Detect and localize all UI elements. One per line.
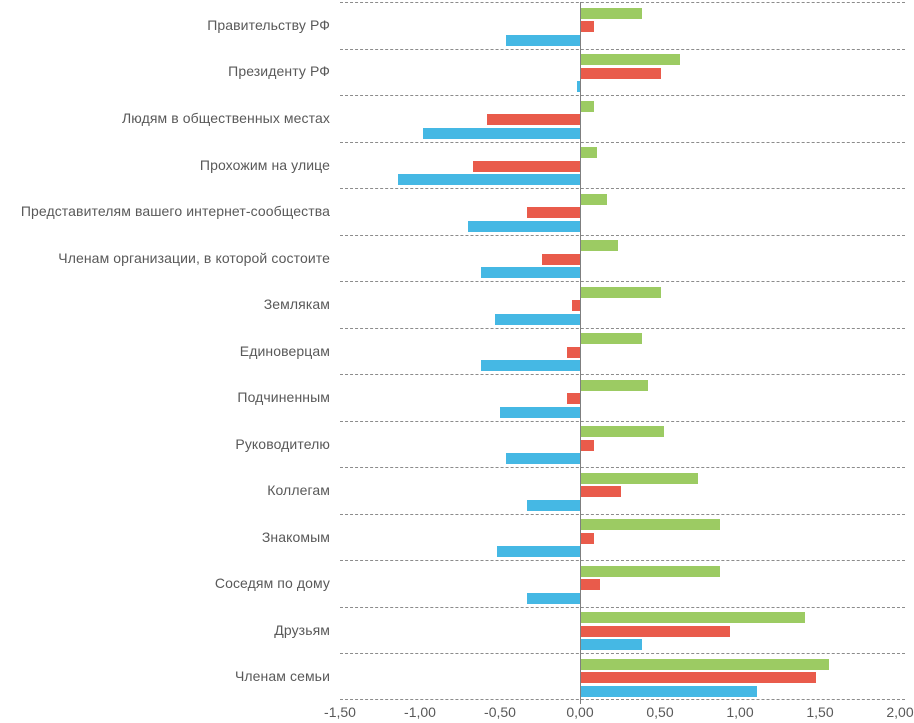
- bar-series-green-11: [581, 519, 721, 531]
- gridline-row: [340, 48, 905, 96]
- bar-series-blue-1: [576, 81, 580, 93]
- bar-series-red-6: [572, 300, 580, 312]
- category-label: Руководителю: [235, 435, 330, 452]
- bar-series-green-1: [581, 54, 681, 66]
- bar-series-red-5: [541, 253, 580, 265]
- bar-series-blue-6: [495, 313, 580, 325]
- bar-series-green-5: [581, 240, 618, 252]
- x-tick-label: -1,00: [404, 704, 436, 720]
- bar-series-green-14: [581, 658, 829, 670]
- category-label: Друзьям: [274, 621, 330, 638]
- gridline-row: [340, 513, 905, 561]
- category-label: Членам семьи: [234, 668, 330, 685]
- bar-series-blue-4: [468, 220, 580, 232]
- bar-series-red-11: [581, 532, 594, 544]
- category-label: Коллегам: [267, 482, 330, 499]
- bar-series-red-2: [487, 114, 580, 126]
- bar-series-green-3: [581, 147, 597, 159]
- x-tick-label: 0,00: [566, 704, 594, 720]
- bar-series-green-8: [581, 379, 649, 391]
- gridline-row: [340, 560, 905, 607]
- bar-series-red-0: [581, 21, 594, 32]
- bar-series-blue-10: [527, 499, 580, 511]
- category-label: Знакомым: [261, 528, 330, 545]
- bar-series-red-3: [472, 160, 580, 172]
- bar-series-red-10: [581, 486, 621, 498]
- gridline-row: [340, 467, 905, 514]
- bar-series-red-4: [527, 207, 580, 219]
- category-label: Президенту РФ: [228, 63, 330, 80]
- bar-series-red-9: [581, 439, 594, 451]
- bar-series-blue-8: [500, 406, 580, 418]
- plot-area: [340, 2, 905, 704]
- gridline-row: [340, 606, 905, 654]
- bar-series-green-6: [581, 286, 661, 298]
- bar-series-blue-14: [581, 685, 757, 697]
- x-tick-label: 1,00: [726, 704, 754, 720]
- bar-series-blue-9: [506, 453, 580, 465]
- bar-series-green-10: [581, 472, 698, 484]
- category-label: Прохожим на улице: [199, 156, 330, 173]
- gridline-row: [340, 420, 905, 468]
- gridline-row: [340, 374, 905, 421]
- bar-series-blue-3: [397, 174, 580, 186]
- category-label: Членам организации, в которой состоите: [58, 249, 330, 266]
- bar-series-red-13: [581, 625, 730, 637]
- x-tick-label: 1,50: [806, 704, 834, 720]
- category-axis: Правительству РФ Президенту РФ Людям в общ…: [0, 2, 330, 700]
- gridline-row: [340, 95, 905, 142]
- bar-series-green-9: [581, 426, 665, 438]
- gridline-row: [340, 2, 905, 49]
- category-label: Людям в общественных местах: [122, 109, 330, 126]
- category-label: Единоверцам: [239, 342, 330, 359]
- bar-series-red-1: [581, 67, 661, 79]
- bar-series-green-7: [581, 333, 642, 345]
- bar-series-blue-11: [496, 546, 580, 558]
- bar-series-blue-7: [480, 360, 580, 372]
- gridline-row: [340, 327, 905, 375]
- bar-series-blue-0: [506, 34, 580, 46]
- gridline-bottom: [340, 699, 905, 700]
- category-label: Соседям по дому: [214, 575, 330, 592]
- bar-series-green-0: [581, 7, 642, 19]
- gridline-row: [340, 141, 905, 189]
- bar-series-green-4: [581, 193, 607, 205]
- x-tick-label: -1,50: [324, 704, 356, 720]
- x-tick-label: 2,00: [886, 704, 914, 720]
- bar-series-blue-13: [581, 639, 642, 651]
- bar-series-green-2: [581, 100, 594, 112]
- x-tick-label: -0,50: [484, 704, 516, 720]
- category-label: Правительству РФ: [207, 16, 330, 33]
- bar-series-blue-2: [423, 127, 580, 139]
- bar-series-green-13: [581, 612, 805, 624]
- category-label: Землякам: [263, 296, 330, 313]
- gridline-row: [340, 188, 905, 235]
- zero-axis-line: [580, 2, 581, 704]
- gridline-row: [340, 234, 905, 282]
- category-label: Подчиненным: [237, 389, 330, 406]
- bar-series-blue-12: [527, 592, 580, 604]
- category-label: Представителям вашего интернет-сообществ…: [20, 203, 330, 220]
- bar-series-red-14: [581, 672, 817, 684]
- x-tick-label: 0,50: [646, 704, 674, 720]
- bar-series-blue-5: [480, 267, 580, 279]
- gridline-row: [340, 653, 905, 700]
- bar-series-red-12: [581, 579, 601, 591]
- bar-series-red-8: [567, 393, 580, 405]
- bar-series-green-12: [581, 565, 721, 577]
- gridline-row: [340, 281, 905, 328]
- bar-series-red-7: [567, 346, 580, 358]
